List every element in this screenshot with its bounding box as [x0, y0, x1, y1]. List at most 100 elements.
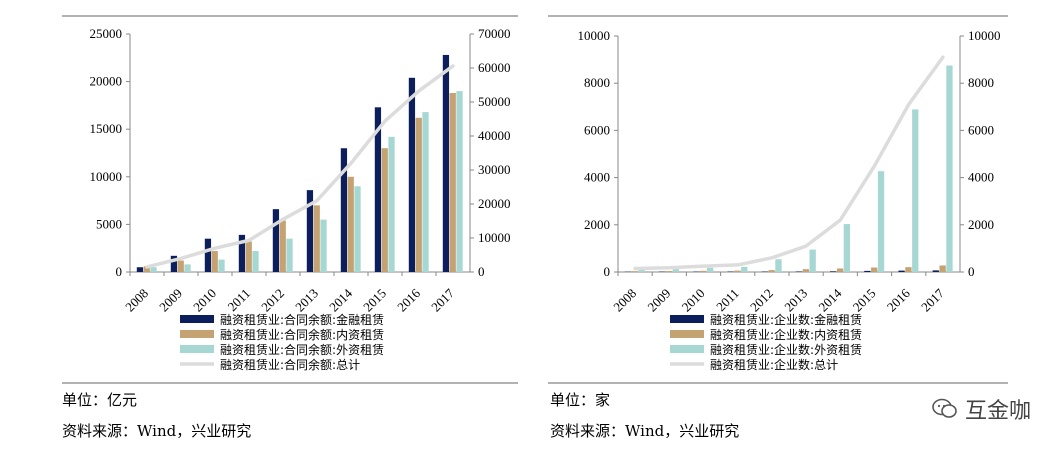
- bar: [877, 171, 885, 272]
- y2-tick-label: 20000: [478, 196, 511, 211]
- x-tick-label: 2013: [781, 286, 810, 315]
- legend-label: 融资租赁业:合同余额:金融租赁: [220, 312, 384, 327]
- x-tick-label: 2015: [850, 286, 879, 315]
- bar: [150, 267, 157, 272]
- bar: [864, 270, 871, 272]
- series-line: [145, 64, 455, 269]
- x-tick-label: 2014: [326, 285, 355, 314]
- x-tick-label: 2011: [224, 286, 253, 315]
- bar: [768, 270, 775, 272]
- x-tick-label: 2017: [918, 285, 947, 314]
- bar: [320, 219, 327, 272]
- bar: [211, 251, 218, 272]
- bar: [939, 265, 946, 272]
- unit-label: 单位：亿元: [62, 391, 138, 409]
- legend-label: 融资租赁业:企业数:金融租赁: [710, 312, 862, 327]
- bar: [177, 260, 184, 272]
- bar: [456, 91, 463, 273]
- bar: [775, 259, 782, 272]
- bar: [272, 209, 280, 272]
- legend-swatch: [670, 345, 704, 353]
- x-tick-label: 2008: [122, 286, 151, 315]
- x-tick-label: 2009: [156, 286, 185, 315]
- bar: [347, 176, 354, 272]
- y-tick-label: 0: [116, 264, 123, 279]
- bar: [415, 117, 422, 272]
- series-line: [633, 55, 945, 271]
- bar: [830, 271, 837, 272]
- y2-tick-label: 0: [478, 264, 485, 279]
- legend-label: 融资租赁业:合同余额:内资租赁: [220, 327, 384, 342]
- bar: [946, 65, 953, 272]
- bar: [374, 107, 382, 272]
- y2-tick-label: 10000: [968, 28, 1001, 43]
- legend-label: 融资租赁业:企业数:内资租赁: [710, 327, 862, 342]
- bar: [252, 251, 259, 272]
- bar: [843, 224, 851, 272]
- legend-swatch: [670, 315, 704, 323]
- x-tick-label: 2013: [292, 286, 321, 315]
- x-tick-label: 2010: [190, 286, 219, 315]
- x-tick-label: 2014: [815, 285, 844, 314]
- bar: [672, 269, 680, 272]
- bar: [871, 267, 878, 272]
- bar: [631, 271, 638, 272]
- bar: [184, 264, 191, 272]
- y-tick-label: 20000: [90, 74, 123, 89]
- wechat-icon: [932, 398, 957, 418]
- bar: [238, 234, 246, 272]
- bar: [932, 270, 939, 272]
- y2-tick-label: 40000: [478, 128, 511, 143]
- bar: [898, 270, 905, 272]
- bar: [836, 268, 844, 272]
- source-label: 资料来源：Wind，兴业研究: [550, 422, 740, 440]
- watermark: 互金咖: [931, 393, 1031, 425]
- bar: [795, 271, 803, 272]
- watermark-text: 互金咖: [964, 399, 1031, 424]
- x-tick-label: 2016: [884, 285, 913, 314]
- legend-swatch: [180, 330, 214, 338]
- bar: [408, 77, 416, 273]
- y-tick-label: 5000: [96, 216, 122, 231]
- bar: [136, 267, 144, 272]
- x-tick-label: 2011: [713, 286, 742, 315]
- chart-panel-right: 0 2000 4000 6000 8000 10000 0 2000 4000 6000 8000 1…: [540, 0, 1053, 452]
- bar: [218, 259, 225, 272]
- bar: [422, 112, 429, 273]
- y2-tick-label: 30000: [478, 162, 511, 177]
- y-tick-label: 10000: [578, 28, 611, 43]
- y2-tick-label: 50000: [478, 94, 511, 109]
- x-tick-label: 2012: [747, 286, 776, 315]
- bar: [700, 270, 707, 272]
- bar: [449, 93, 456, 272]
- bar: [706, 267, 714, 272]
- bar: [912, 109, 919, 273]
- bar: [170, 255, 178, 272]
- y2-tick-label: 60000: [478, 60, 511, 75]
- bar: [741, 266, 748, 272]
- y-tick-label: 25000: [90, 26, 123, 41]
- x-tick-label: 2017: [428, 285, 457, 314]
- bar: [204, 238, 212, 272]
- source-label: 资料来源：Wind，兴业研究: [62, 422, 252, 440]
- y2-tick-label: 4000: [968, 170, 994, 185]
- bar: [802, 269, 809, 272]
- y-tick-label: 0: [604, 264, 611, 279]
- bar: [388, 136, 395, 272]
- unit-label: 单位：家: [550, 391, 611, 409]
- y2-tick-label: 70000: [478, 26, 511, 41]
- bar: [245, 241, 252, 272]
- y2-tick-label: 6000: [968, 122, 994, 137]
- y2-tick-label: 10000: [478, 230, 511, 245]
- legend-label: 融资租赁业:企业数:外资租赁: [710, 342, 862, 357]
- legend-swatch: [180, 345, 214, 353]
- bar: [381, 148, 388, 272]
- legend-swatch: [180, 315, 214, 323]
- bar: [279, 220, 286, 272]
- x-tick-label: 2012: [258, 286, 287, 315]
- bar: [286, 238, 293, 272]
- bar: [313, 205, 320, 272]
- x-tick-label: 2009: [644, 286, 673, 315]
- bar: [905, 267, 912, 272]
- x-tick-label: 2015: [360, 286, 389, 315]
